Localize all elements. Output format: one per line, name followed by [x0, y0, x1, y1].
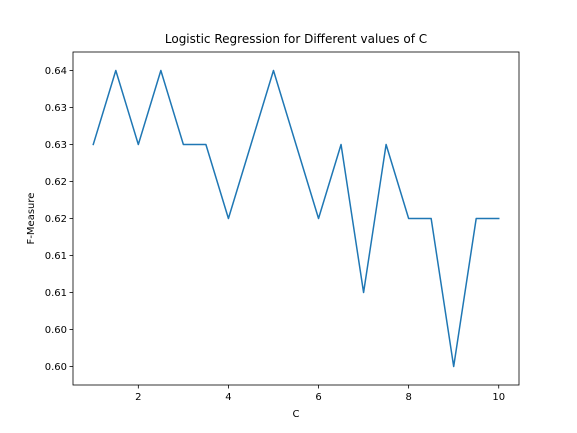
x-tick-label: 6 [315, 392, 321, 403]
series-line-0 [92, 69, 500, 368]
x-axis-ticks: 2 4 6 8 10 [135, 385, 505, 403]
plot-frame [72, 51, 520, 386]
chart-title: Logistic Regression for Different values… [165, 32, 427, 46]
x-tick-label: 2 [135, 392, 141, 403]
y-tick-label: 0.62 [45, 177, 67, 188]
y-axis-label: F-Measure [26, 193, 37, 245]
x-tick-label: 8 [405, 392, 411, 403]
y-tick-label: 0.61 [45, 251, 67, 262]
y-tick-label: 0.61 [45, 288, 67, 299]
series-layer [92, 69, 500, 368]
y-tick-label: 0.63 [45, 103, 67, 114]
y-axis-ticks: 0.60 0.60 0.61 0.61 0.62 0.62 0.63 0.63 0.64 [45, 66, 73, 373]
x-tick-label: 4 [225, 392, 231, 403]
x-tick-label: 10 [492, 392, 505, 403]
y-tick-label: 0.60 [45, 325, 67, 336]
y-tick-label: 0.63 [45, 140, 67, 151]
x-axis-label: C [293, 409, 300, 420]
y-tick-label: 0.62 [45, 214, 67, 225]
y-tick-label: 0.60 [45, 362, 67, 373]
y-tick-label: 0.64 [45, 66, 67, 77]
